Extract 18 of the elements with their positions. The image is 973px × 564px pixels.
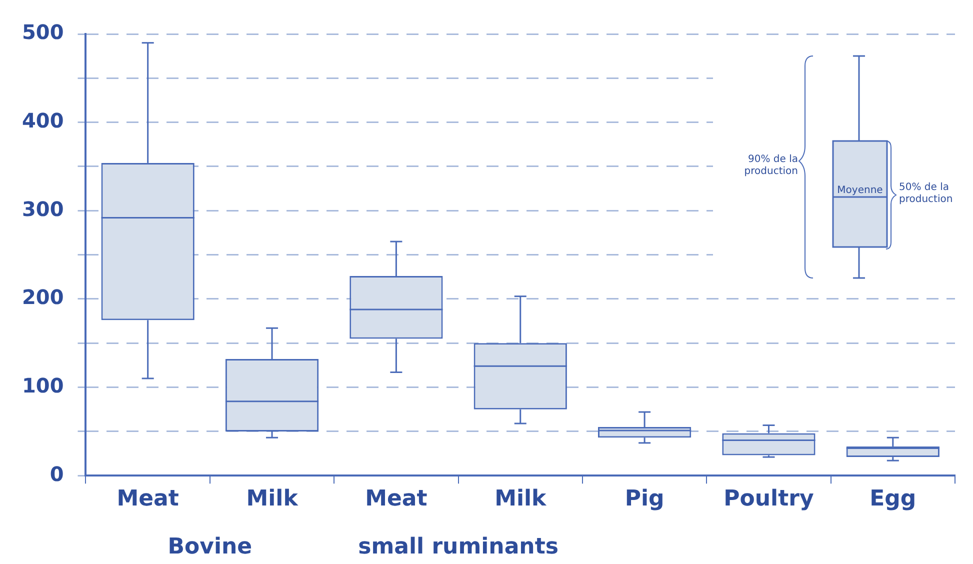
x-tick-label: Milk [494, 486, 548, 512]
x-tick-label: Meat [116, 486, 180, 512]
x-tick-label: Meat [365, 486, 428, 512]
x-tick-label: Milk [246, 486, 300, 512]
y-tick-label: 400 [22, 108, 64, 133]
x-tick-label: Pig [624, 486, 664, 512]
x-tick-label: Poultry [724, 486, 814, 512]
x-tick-label: Egg [870, 486, 916, 512]
y-tick-label: 200 [22, 285, 64, 310]
annotation: 50% de la production [899, 182, 953, 205]
y-tick-label: 300 [22, 196, 64, 221]
annotation: Moyenne [837, 185, 883, 196]
text: small ruminants [358, 534, 558, 560]
annotation: 90% de la production [744, 154, 798, 177]
y-tick-label: 100 [22, 373, 64, 398]
y-tick-label: 0 [50, 462, 64, 486]
text: Bovine [168, 534, 252, 560]
y-tick-label: 500 [22, 20, 64, 44]
